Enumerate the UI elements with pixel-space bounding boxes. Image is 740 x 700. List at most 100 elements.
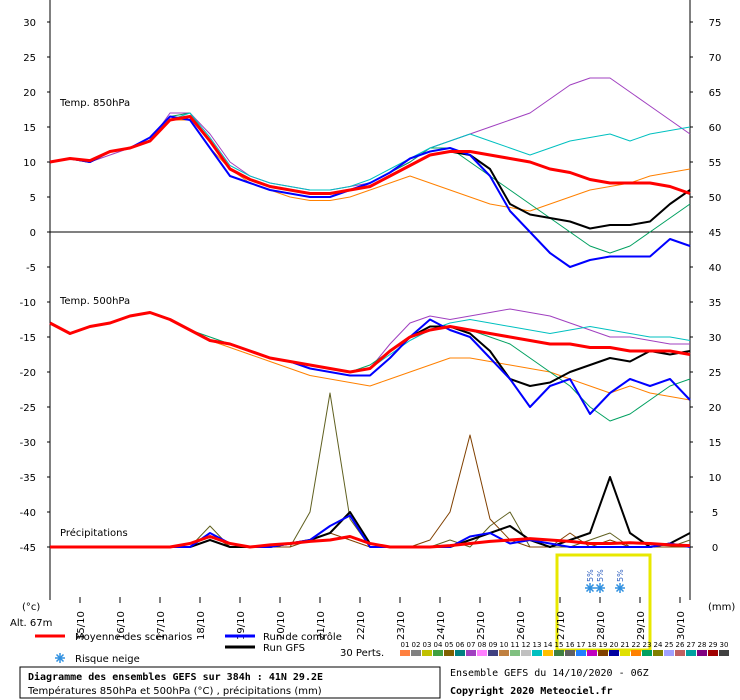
x-tick-label: 21/10 [316, 611, 327, 640]
y2-tick-label: 40 [709, 263, 722, 274]
member-swatch [411, 650, 421, 656]
y2-unit: (mm) [708, 602, 735, 613]
member-label: 19 [599, 641, 608, 649]
member-label: 27 [687, 641, 696, 649]
x-tick-label: 18/10 [196, 611, 207, 640]
x-tick-label: 26/10 [516, 611, 527, 640]
run-info: Ensemble GEFS du 14/10/2020 - 06Z [450, 668, 649, 679]
perts-label: 30 Perts. [340, 648, 384, 659]
footer-title: Diagramme des ensembles GEFS sur 384h : … [28, 671, 323, 683]
member-label: 25 [665, 641, 674, 649]
member-swatch [642, 650, 652, 656]
x-tick-label: 25/10 [476, 611, 487, 640]
legend-label: Run GFS [263, 643, 305, 654]
member-swatch [543, 650, 553, 656]
member-label: 08 [478, 641, 487, 649]
panel-label: Temp. 850hPa [59, 98, 130, 109]
copyright: Copyright 2020 Meteociel.fr [450, 685, 613, 697]
member-swatch [631, 650, 641, 656]
member-swatch [433, 650, 443, 656]
snow-risk-label: 5% [586, 569, 595, 582]
y2-tick-label: 50 [709, 193, 722, 204]
y2-tick-label: 65 [709, 88, 722, 99]
member-label: 29 [709, 641, 718, 649]
member-label: 04 [434, 641, 443, 649]
member-swatch [510, 650, 520, 656]
x-tick-label: 23/10 [396, 611, 407, 640]
member-swatch [466, 650, 476, 656]
member-swatch [719, 650, 729, 656]
y-tick-label: -10 [20, 298, 36, 309]
member-swatch [477, 650, 487, 656]
x-tick-label: 16/10 [116, 611, 127, 640]
y2-tick-label: 60 [709, 123, 722, 134]
y2-tick-label: 25 [709, 368, 722, 379]
member-label: 13 [533, 641, 542, 649]
member-swatch [664, 650, 674, 656]
y2-tick-label: 0 [712, 543, 718, 554]
member-label: 18 [588, 641, 597, 649]
member-label: 15 [555, 641, 564, 649]
member-swatch [455, 650, 465, 656]
y-tick-label: 15 [23, 123, 36, 134]
member-label: 23 [643, 641, 652, 649]
y-tick-label: 30 [23, 18, 36, 29]
x-tick-label: 17/10 [156, 611, 167, 640]
snow-flake-stroke [615, 583, 625, 593]
member-label: 12 [522, 641, 531, 649]
member-label: 03 [423, 641, 432, 649]
snow-risk-icon [615, 583, 625, 593]
snow-risk-label: 5% [596, 569, 605, 582]
altitude: Alt. 67m [10, 618, 52, 629]
member-swatch [422, 650, 432, 656]
series-line [49, 115, 691, 230]
y-tick-label: -25 [20, 403, 36, 414]
x-tick-label: 27/10 [556, 611, 567, 640]
y-unit: (°c) [22, 602, 40, 613]
member-swatch [444, 650, 454, 656]
y2-tick-label: 70 [709, 53, 722, 64]
member-label: 20 [610, 641, 619, 649]
y-tick-label: 0 [30, 228, 36, 239]
member-swatch [488, 650, 498, 656]
member-label: 11 [511, 641, 520, 649]
member-swatch [653, 650, 663, 656]
x-tick-label: 20/10 [276, 611, 287, 640]
x-tick-label: 19/10 [236, 611, 247, 640]
y-tick-label: 10 [23, 158, 36, 169]
x-tick-label: 30/10 [676, 611, 687, 640]
y-tick-label: -5 [26, 263, 36, 274]
member-swatch [499, 650, 509, 656]
y2-tick-label: 15 [709, 438, 722, 449]
y-tick-label: -45 [20, 543, 36, 554]
y-tick-label: -20 [20, 368, 36, 379]
series-line [50, 434, 690, 548]
snow-flake-stroke [585, 583, 595, 593]
member-swatch [697, 650, 707, 656]
member-swatch [708, 650, 718, 656]
series-line [49, 119, 691, 212]
snow-flake-stroke [595, 583, 605, 593]
series-line [49, 115, 691, 195]
member-label: 16 [566, 641, 575, 649]
member-swatch [400, 650, 410, 656]
series-line [49, 311, 691, 374]
snow-risk-icon [595, 583, 605, 593]
member-label: 24 [654, 641, 663, 649]
series-line [50, 476, 691, 548]
member-label: 30 [720, 641, 729, 649]
member-swatch [686, 650, 696, 656]
member-label: 22 [632, 641, 641, 649]
footer-subtitle: Températures 850hPa et 500hPa (°C) , pré… [27, 685, 322, 697]
snow-risk-label: 5% [616, 569, 625, 582]
y2-tick-label: 30 [709, 333, 722, 344]
member-label: 17 [577, 641, 586, 649]
y2-tick-label: 5 [712, 508, 718, 519]
snow-legend: Risque neige [75, 654, 140, 665]
x-tick-label: 15/10 [76, 611, 87, 640]
y-tick-label: 20 [23, 88, 36, 99]
y2-tick-label: 55 [709, 158, 722, 169]
member-label: 28 [698, 641, 707, 649]
member-label: 06 [456, 641, 465, 649]
